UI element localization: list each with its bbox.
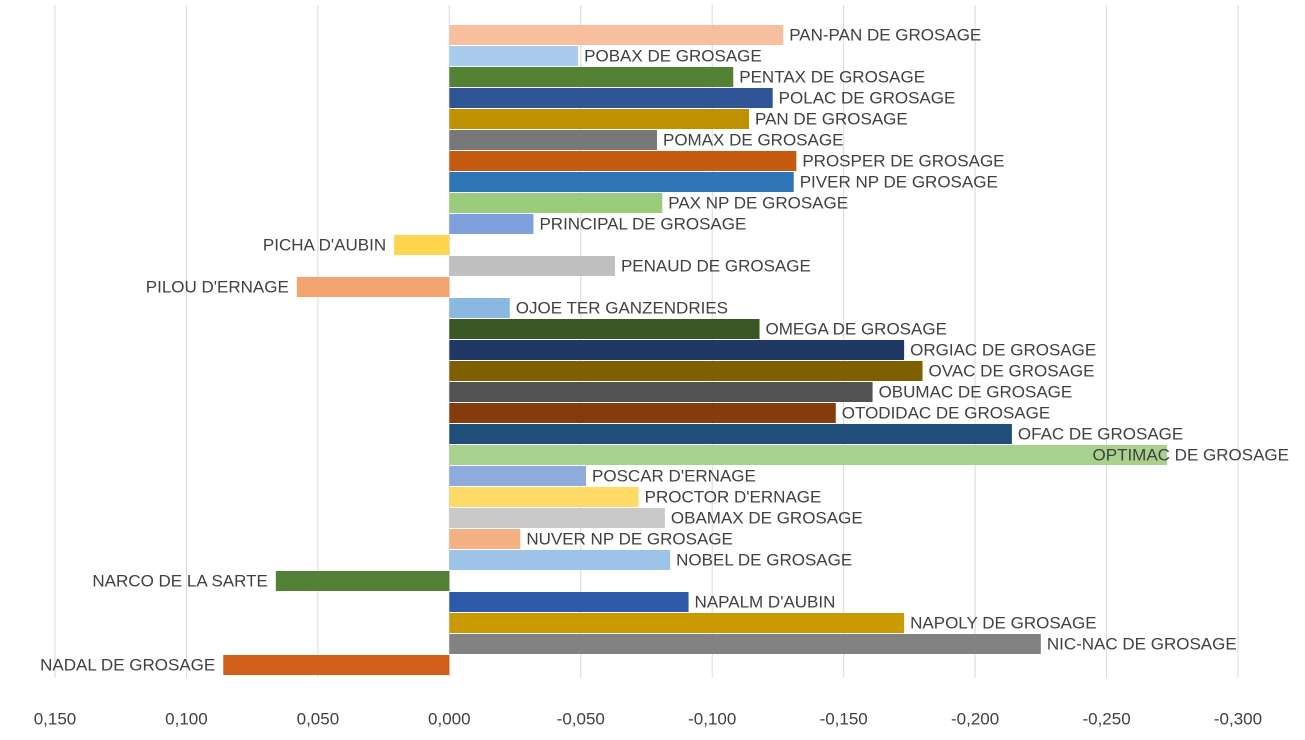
bar [449, 508, 665, 528]
data-label: PICHA D'AUBIN [263, 235, 386, 254]
bar [449, 403, 836, 423]
data-label: NAPOLY DE GROSAGE [910, 613, 1096, 632]
bar [449, 550, 671, 570]
data-label: PILOU D'ERNAGE [146, 277, 289, 296]
data-label: OMEGA DE GROSAGE [766, 319, 947, 338]
data-label: PAN DE GROSAGE [755, 109, 908, 128]
bar [449, 46, 579, 66]
x-tick-label: -0,250 [1082, 709, 1130, 728]
bar [449, 151, 797, 171]
bar [449, 25, 784, 45]
data-label: PRINCIPAL DE GROSAGE [539, 214, 746, 233]
data-label: POBAX DE GROSAGE [584, 46, 762, 65]
bar [449, 529, 521, 549]
data-label: ORGIAC DE GROSAGE [910, 340, 1096, 359]
bar [394, 235, 450, 255]
bar [449, 256, 615, 276]
data-label: POSCAR D'ERNAGE [592, 466, 756, 485]
bar [449, 130, 658, 150]
data-label: PIVER NP DE GROSAGE [800, 172, 998, 191]
data-label: POLAC DE GROSAGE [779, 88, 956, 107]
x-tick-label: 0,150 [34, 709, 77, 728]
data-label: OJOE TER GANZENDRIES [516, 298, 728, 317]
x-tick-label: -0,100 [688, 709, 736, 728]
x-tick-label: 0,050 [297, 709, 340, 728]
bar [449, 361, 923, 381]
data-label: PAN-PAN DE GROSAGE [789, 25, 981, 44]
x-tick-label: -0,150 [820, 709, 868, 728]
bar [275, 571, 450, 591]
data-label: POMAX DE GROSAGE [663, 130, 843, 149]
bar [449, 613, 905, 633]
x-tick-label: 0,000 [428, 709, 471, 728]
bar [449, 319, 760, 339]
bar [449, 340, 905, 360]
bar [449, 487, 639, 507]
data-label: OVAC DE GROSAGE [929, 361, 1095, 380]
data-label: PROSPER DE GROSAGE [802, 151, 1004, 170]
bar [449, 67, 734, 87]
data-label: PENTAX DE GROSAGE [739, 67, 925, 86]
bar [223, 655, 450, 675]
bar [449, 88, 773, 108]
data-label: PENAUD DE GROSAGE [621, 256, 811, 275]
bar [296, 277, 450, 297]
x-tick-label: 0,100 [165, 709, 208, 728]
bar [449, 298, 510, 318]
bar [449, 466, 587, 486]
bar [449, 172, 794, 192]
data-label: NAPALM D'AUBIN [695, 592, 836, 611]
bar [449, 445, 1168, 465]
data-label: NUVER NP DE GROSAGE [526, 529, 733, 548]
x-tick-label: -0,050 [557, 709, 605, 728]
data-label: NOBEL DE GROSAGE [676, 550, 852, 569]
data-label: NADAL DE GROSAGE [40, 655, 215, 674]
data-label: NIC-NAC DE GROSAGE [1047, 634, 1237, 653]
data-label: OTODIDAC DE GROSAGE [842, 403, 1050, 422]
data-label: PROCTOR D'ERNAGE [645, 487, 822, 506]
data-label: PAX NP DE GROSAGE [668, 193, 848, 212]
bar [449, 592, 689, 612]
data-label: OPTIMAC DE GROSAGE [1093, 445, 1289, 464]
bar [449, 424, 1012, 444]
bar [449, 109, 750, 129]
bar [449, 634, 1041, 654]
data-label: OBAMAX DE GROSAGE [671, 508, 863, 527]
bar [449, 193, 663, 213]
x-tick-label: -0,200 [951, 709, 999, 728]
x-tick-label: -0,300 [1214, 709, 1262, 728]
bar [449, 382, 873, 402]
data-label: NARCO DE LA SARTE [92, 571, 267, 590]
data-label: OBUMAC DE GROSAGE [879, 382, 1073, 401]
bar [449, 214, 534, 234]
data-label: OFAC DE GROSAGE [1018, 424, 1183, 443]
